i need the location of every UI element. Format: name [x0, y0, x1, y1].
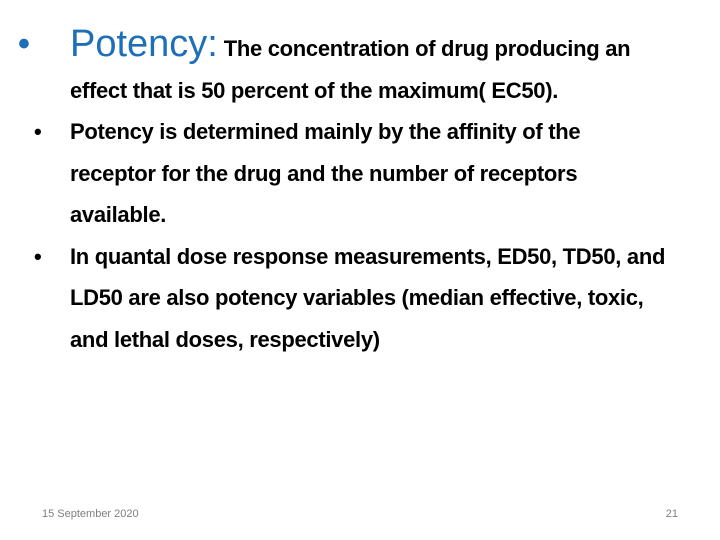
bullet-dot: •: [18, 25, 30, 63]
bullet: • Potency is determined mainly by the af…: [30, 111, 670, 236]
bullet-list: • Potency: The concentration of drug pro…: [18, 23, 670, 361]
bullet-heading: Potency:: [70, 23, 218, 65]
bullet-dot: •: [34, 119, 42, 144]
bullet-text: The concentration of drug producing an e…: [70, 36, 631, 103]
page-number: 21: [665, 508, 678, 520]
bullet: • In quantal dose response measurements,…: [30, 236, 670, 361]
bullet: • Potency: The concentration of drug pro…: [18, 23, 670, 111]
bullet-text: Potency is determined mainly by the affi…: [70, 119, 581, 227]
bullet-text: In quantal dose response measurements, E…: [70, 243, 666, 352]
footer-date: 15 September 2020: [42, 508, 139, 520]
bullet-dot: •: [34, 243, 42, 269]
